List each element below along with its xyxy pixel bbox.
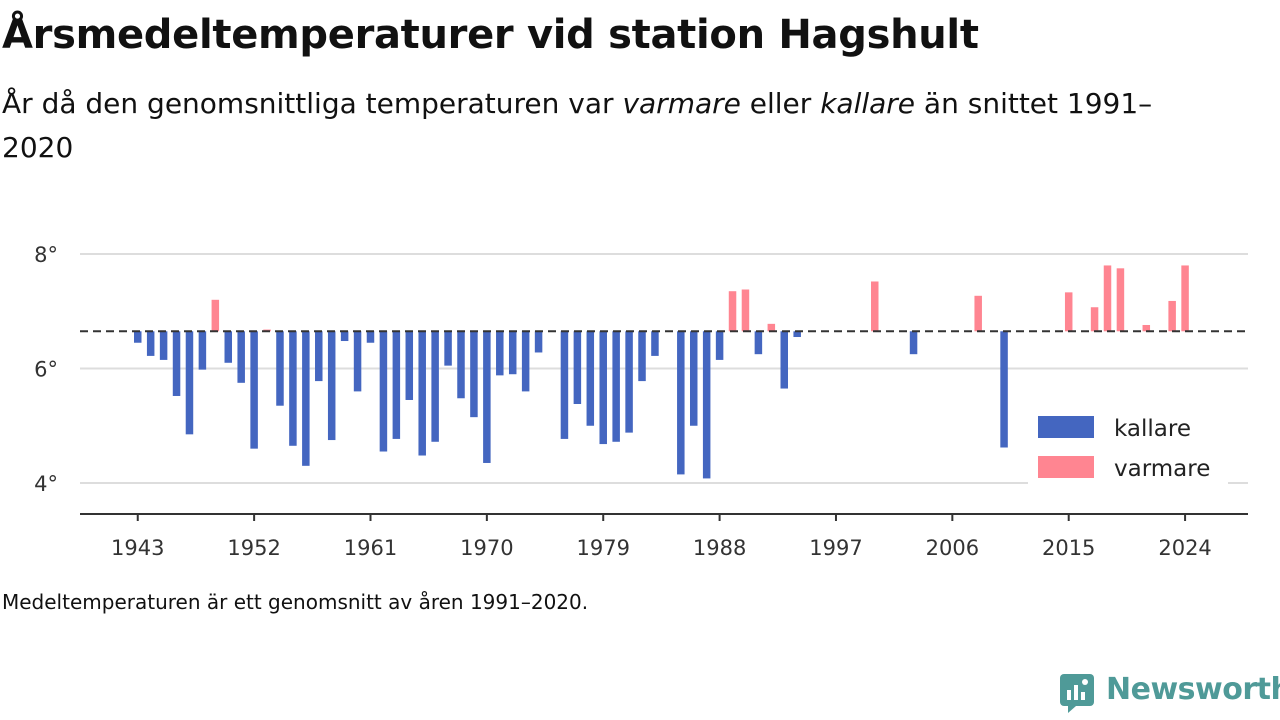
x-axis-ticks: 1943 1952 1961 1970 1979 1988 1997 2006 2015 2024 xyxy=(111,514,1212,560)
bar-colder-1978 xyxy=(586,331,595,426)
bar-colder-1993 xyxy=(780,331,788,389)
bar-warmer-1989 xyxy=(728,291,737,332)
bar-colder-1982 xyxy=(638,331,646,382)
bar-colder-1977 xyxy=(573,331,582,404)
bar-colder-1973 xyxy=(521,331,530,392)
bar-colder-1944 xyxy=(146,331,155,356)
bar-warmer-2021 xyxy=(1142,324,1151,332)
bar-warmer-2008 xyxy=(974,295,982,332)
y-tick-label: 4° xyxy=(34,472,58,496)
bar-colder-1958 xyxy=(327,331,336,441)
bar-colder-1971 xyxy=(496,331,504,376)
bar-colder-1946 xyxy=(172,331,181,396)
bar-colder-1963 xyxy=(392,331,401,439)
legend-swatch-kallare xyxy=(1038,416,1094,438)
subtitle-text-2: eller xyxy=(740,87,821,120)
bar-colder-1980 xyxy=(612,331,620,442)
bar-colder-1985 xyxy=(677,331,685,475)
subtitle-text-3: än snittet 1991–2020 xyxy=(2,87,1153,164)
bar-warmer-2000 xyxy=(871,281,879,332)
newsworthy-logo: Newsworthy xyxy=(1058,672,1280,716)
bar-colder-1983 xyxy=(651,331,659,356)
subtitle-warm-word: varmare xyxy=(622,87,741,120)
bar-colder-1943 xyxy=(134,331,142,343)
bar-colder-1970 xyxy=(483,331,491,463)
bars xyxy=(134,265,1189,479)
y-tick-label: 8° xyxy=(34,243,58,267)
x-tick-label: 2015 xyxy=(1042,536,1095,560)
x-tick-label: 1970 xyxy=(460,536,513,560)
x-tick-label: 1979 xyxy=(577,536,630,560)
bar-colder-1986 xyxy=(689,331,698,426)
legend-swatch-varmare xyxy=(1038,456,1094,478)
bar-colder-1981 xyxy=(625,331,633,433)
bar-colder-1974 xyxy=(534,331,543,353)
x-tick-label: 1961 xyxy=(344,536,397,560)
bar-warmer-2024 xyxy=(1181,265,1189,332)
subtitle-text-1: År då den genomsnittliga temperaturen va… xyxy=(2,87,623,120)
brand-name: Newsworthy xyxy=(1106,672,1280,707)
y-axis-ticks: 4° 6° 8° xyxy=(34,243,58,496)
bar-colder-1991 xyxy=(754,331,763,355)
bar-colder-1994 xyxy=(793,331,801,338)
bar-colder-1972 xyxy=(508,331,517,375)
bar-colder-1956 xyxy=(302,331,310,466)
bar-warmer-1949 xyxy=(211,299,220,332)
chart-title: Årsmedeltemperaturer vid station Hagshul… xyxy=(2,12,979,58)
newsworthy-logo-icon xyxy=(1060,674,1094,713)
bar-colder-2010 xyxy=(1000,331,1008,448)
bar-colder-1987 xyxy=(702,331,711,479)
bar-colder-1959 xyxy=(340,331,349,342)
x-tick-label: 1952 xyxy=(227,536,280,560)
bar-colder-1954 xyxy=(276,331,284,406)
chart-subtitle: År då den genomsnittliga temperaturen va… xyxy=(2,82,1212,170)
bar-colder-1952 xyxy=(250,331,258,449)
bar-colder-1964 xyxy=(405,331,414,400)
bar-warmer-2018 xyxy=(1103,265,1112,332)
bar-colder-1961 xyxy=(366,331,375,343)
bar-warmer-2019 xyxy=(1116,268,1125,332)
bar-colder-1979 xyxy=(599,331,607,445)
x-tick-label: 1943 xyxy=(111,536,164,560)
bar-warmer-2015 xyxy=(1064,292,1073,332)
bar-colder-1962 xyxy=(379,331,388,452)
bar-colder-1950 xyxy=(224,331,233,363)
legend: kallare varmare xyxy=(1028,404,1228,484)
bar-colder-1955 xyxy=(289,331,297,446)
bar-warmer-2017 xyxy=(1090,307,1099,332)
bar-colder-1957 xyxy=(315,331,323,382)
bar-warmer-1992 xyxy=(767,323,776,332)
bar-warmer-1990 xyxy=(741,289,750,332)
bar-colder-1976 xyxy=(560,331,569,439)
bar-colder-2003 xyxy=(909,331,918,355)
legend-label-kallare: kallare xyxy=(1114,416,1191,442)
x-tick-label: 2024 xyxy=(1158,536,1211,560)
bar-colder-1966 xyxy=(431,331,439,442)
bar-colder-1948 xyxy=(198,331,207,370)
bar-colder-1945 xyxy=(159,331,168,360)
temperature-bar-chart: 4° 6° 8° 1943 1952 1961 1970 1979 1988 1997 2006 2… xyxy=(34,243,1248,560)
bar-colder-1960 xyxy=(353,331,362,392)
bar-colder-1968 xyxy=(457,331,465,399)
bar-colder-1969 xyxy=(470,331,478,418)
footnote: Medeltemperaturen är ett genomsnitt av å… xyxy=(2,590,589,614)
x-tick-label: 1997 xyxy=(809,536,862,560)
legend-label-varmare: varmare xyxy=(1114,456,1210,482)
y-tick-label: 6° xyxy=(34,358,58,382)
x-tick-label: 1988 xyxy=(693,536,746,560)
bar-colder-1988 xyxy=(715,331,724,360)
bar-colder-1951 xyxy=(237,331,245,383)
bar-colder-1965 xyxy=(418,331,426,456)
bar-warmer-2023 xyxy=(1168,300,1176,332)
bar-colder-1947 xyxy=(185,331,194,435)
bar-colder-1967 xyxy=(444,331,452,366)
subtitle-cold-word: kallare xyxy=(820,87,916,120)
x-tick-label: 2006 xyxy=(926,536,979,560)
